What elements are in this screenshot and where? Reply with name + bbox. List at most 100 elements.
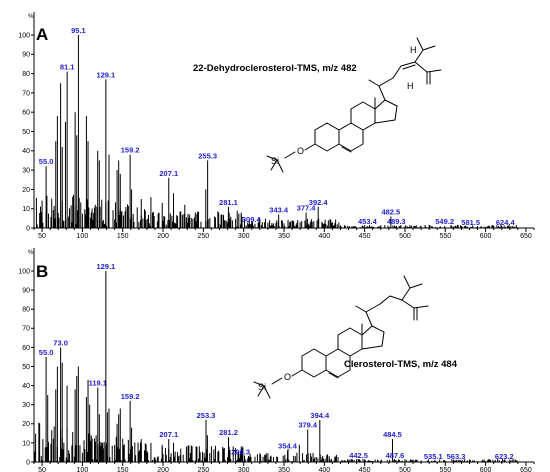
y-tick-label: 40 (22, 148, 30, 155)
x-tick-label: 550 (439, 233, 451, 240)
bond (414, 45, 436, 63)
bond (365, 303, 381, 313)
y-tick-label: 0 (26, 225, 30, 232)
bond (350, 101, 376, 131)
x-tick-label: 600 (480, 467, 492, 472)
x-tick-label: 500 (399, 467, 411, 472)
peak-label-535.1: 535.1 (424, 452, 443, 461)
x-tick-label: 400 (318, 233, 330, 240)
peak-label-563.3: 563.3 (447, 452, 466, 461)
x-tick-label: 50 (38, 467, 46, 472)
bond (301, 348, 327, 378)
x-tick-label: 550 (439, 467, 451, 472)
x-tick-label: 650 (520, 233, 532, 240)
peak-label-207.1: 207.1 (159, 430, 178, 439)
bond (402, 64, 416, 70)
peak-label-343.4: 343.4 (269, 205, 289, 214)
x-tick-label: 500 (399, 233, 411, 240)
peak-label-296.3: 296.3 (231, 447, 250, 456)
peak-label-281.1: 281.1 (219, 198, 238, 207)
peak-label-119.1: 119.1 (89, 379, 107, 388)
x-tick-label: 50 (38, 233, 46, 240)
y-tick-label: 100 (18, 268, 30, 275)
y-tick-label: 50 (22, 129, 30, 136)
bond (304, 143, 316, 151)
x-tick-label: 300 (238, 233, 250, 240)
peak-label-392.4: 392.4 (309, 198, 329, 207)
bond (276, 159, 284, 173)
y-tick-label: 90 (22, 52, 30, 59)
bond (403, 275, 411, 289)
x-tick-label: 200 (157, 467, 169, 472)
peak-label-73.0: 73.0 (53, 338, 68, 347)
x-tick-label: 600 (480, 233, 492, 240)
panel-b-tag: B (36, 262, 48, 281)
peak-label-379.4: 379.4 (298, 421, 318, 430)
y-tick-label: 100 (18, 32, 30, 39)
peak-label-129.1: 129.1 (96, 262, 115, 271)
bond (341, 146, 352, 153)
panel-a: A 22-Dehydroclerosterol-TMS, m/z 482 H H O… (18, 12, 535, 240)
atom-silicon: Si (271, 156, 279, 166)
atom-silicon: Si (258, 382, 266, 392)
peak-label-377.4: 377.4 (297, 204, 317, 213)
peak-label-394.4: 394.4 (310, 411, 330, 420)
peak-label-159.2: 159.2 (121, 392, 140, 401)
x-tick-label: 350 (278, 233, 290, 240)
x-tick-label: 450 (359, 467, 371, 472)
y-tick-label: 10 (22, 440, 30, 447)
panel-b-title: Clerosterol-TMS, m/z 484 (344, 359, 458, 370)
y-tick-label: 30 (22, 168, 30, 175)
peak-label-253.3: 253.3 (197, 411, 216, 420)
molecule-a-structure: H H O Si (266, 37, 442, 173)
y-tick-label: 80 (22, 307, 30, 314)
x-tick-label: 300 (238, 467, 250, 472)
x-tick-label: 150 (117, 467, 129, 472)
bond (314, 122, 340, 152)
bond (374, 99, 398, 124)
panel-a-tag: A (36, 25, 48, 44)
bond (284, 151, 296, 159)
y-tick-label: 30 (22, 402, 30, 409)
peak-label-129.1: 129.1 (96, 70, 115, 79)
spectrum-a: % 0 10 20 30 40 50 60 70 80 90 100 50 100 150 200 250 300… (18, 12, 535, 240)
y-tick-label: 10 (22, 206, 30, 213)
peak-label-255.3: 255.3 (198, 151, 217, 160)
peak-label-453.4: 453.4 (358, 217, 378, 226)
peak-label-55.0: 55.0 (39, 348, 54, 357)
peak-label-207.1: 207.1 (159, 169, 178, 178)
peak-label-484.5: 484.5 (383, 430, 402, 439)
bond (266, 155, 278, 161)
atom-h-lower: H (407, 81, 414, 91)
y-tick-label: 20 (22, 421, 30, 428)
peak-label-281.2: 281.2 (219, 428, 238, 437)
y-tick-label: 70 (22, 326, 30, 333)
y-tick-label: 80 (22, 71, 30, 78)
bond (414, 61, 442, 73)
bond (291, 369, 303, 377)
y-tick-label: 40 (22, 383, 30, 390)
bond (416, 37, 424, 51)
y-tick-label: 70 (22, 90, 30, 97)
bond (355, 305, 373, 327)
bond (392, 61, 416, 79)
bond (270, 159, 278, 171)
y-tick-label: 60 (22, 110, 30, 117)
bond (378, 77, 394, 87)
annotated-peaks: 55.0 81.1 95.1 129.1 159.2 207.1 255.3 281.1 309… (39, 26, 515, 228)
bond (338, 122, 364, 152)
bond (401, 299, 429, 309)
y-tick-label: 60 (22, 345, 30, 352)
panel-a-title: 22-Dehydroclerosterol-TMS, m/z 482 (193, 63, 357, 74)
peak-label-581.5: 581.5 (461, 218, 480, 227)
y-tick-label: 0 (26, 459, 30, 466)
peak-label-309.4: 309.4 (242, 215, 262, 224)
minor-peaks (35, 83, 518, 228)
bond (257, 385, 265, 397)
peak-label-55.0: 55.0 (39, 157, 54, 166)
bond (325, 348, 351, 378)
x-tick-label: 350 (278, 467, 290, 472)
bond (263, 385, 271, 399)
peak-label-549.2: 549.2 (435, 217, 454, 226)
